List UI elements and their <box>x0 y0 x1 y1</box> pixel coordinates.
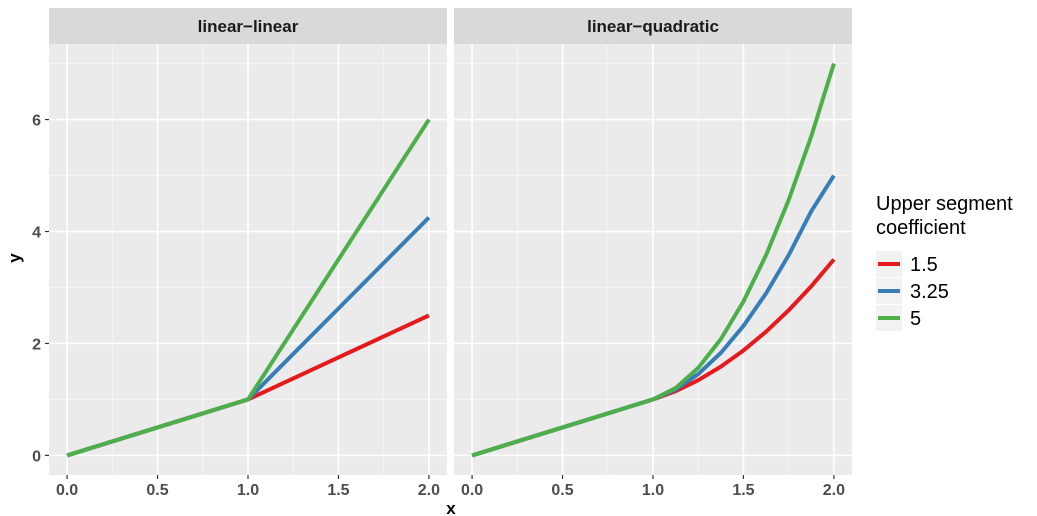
series-line-5 <box>66 118 431 458</box>
x-tick-label: 2.0 <box>823 482 845 499</box>
series-line-5 <box>471 62 836 458</box>
x-tick-label: 2.0 <box>418 482 440 499</box>
x-tick-label: 0.0 <box>56 482 78 499</box>
panel-strip <box>49 8 447 44</box>
y-tick-label: 0 <box>32 448 41 465</box>
y-tick-label: 6 <box>32 113 41 130</box>
x-tick-label: 0.0 <box>461 482 483 499</box>
panel-strip-title: linear−linear <box>198 17 299 36</box>
y-axis-title: y <box>5 253 24 263</box>
legend-label: 1.5 <box>910 254 938 276</box>
x-tick-label: 0.5 <box>146 482 168 499</box>
legend-title-line-2: coefficient <box>876 217 966 239</box>
x-tick-label: 1.0 <box>237 482 259 499</box>
legend-title-line-1: Upper segment <box>876 193 1013 215</box>
x-tick-label: 1.0 <box>642 482 664 499</box>
x-tick-label: 1.5 <box>732 482 754 499</box>
x-axis-title: x <box>446 499 456 516</box>
panel-1: linear−linear 0.0 0.5 1.0 1.5 2.0 0 2 4 6 <box>32 8 447 499</box>
panels: linear−linear 0.0 0.5 1.0 1.5 2.0 0 2 4 6 linear−q… <box>32 8 852 499</box>
legend-label: 3.25 <box>910 281 949 303</box>
legend-item-5: 5 <box>876 305 921 331</box>
legend-label: 5 <box>910 308 921 330</box>
y-tick-label: 4 <box>32 225 41 242</box>
panel-strip-title: linear−quadratic <box>587 17 719 36</box>
panel-2: linear−quadratic 0.0 0.5 1.0 1.5 2.0 <box>454 8 852 499</box>
x-tick-label: 0.5 <box>551 482 573 499</box>
legend-item-3-25: 3.25 <box>876 278 949 304</box>
panel-strip <box>454 8 852 44</box>
legend-item-1-5: 1.5 <box>876 251 938 277</box>
y-tick-label: 2 <box>32 336 41 353</box>
x-tick-label: 1.5 <box>327 482 349 499</box>
legend: Upper segment coefficient 1.5 3.25 5 <box>876 193 1013 331</box>
